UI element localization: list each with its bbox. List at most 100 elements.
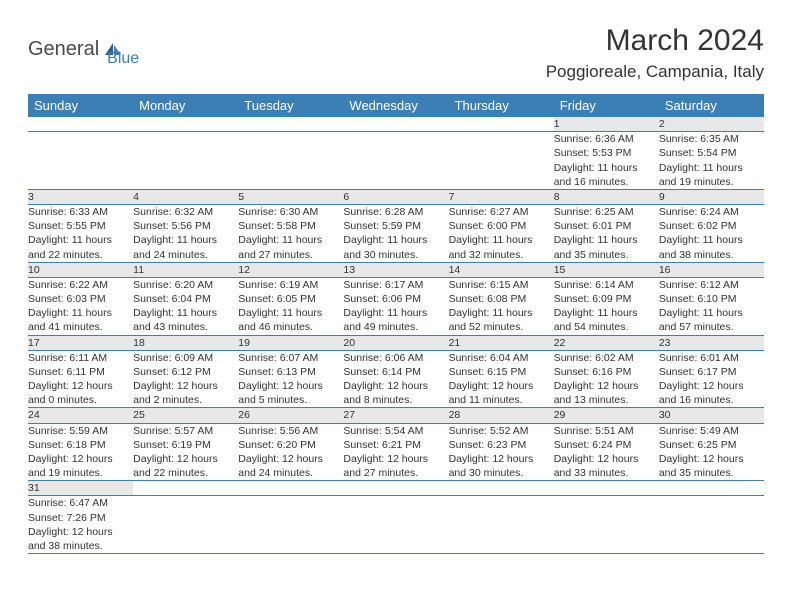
daylight-line2: and 27 minutes. xyxy=(343,466,448,480)
sunset: Sunset: 6:08 PM xyxy=(449,292,554,306)
daylight-line1: Daylight: 12 hours xyxy=(133,452,238,466)
sunrise: Sunrise: 5:54 AM xyxy=(343,424,448,438)
day-details: Sunrise: 6:25 AMSunset: 6:01 PMDaylight:… xyxy=(554,205,659,263)
day-details: Sunrise: 6:19 AMSunset: 6:05 PMDaylight:… xyxy=(238,277,343,335)
day-detail-row: Sunrise: 6:47 AMSunset: 7:26 PMDaylight:… xyxy=(28,496,764,554)
day-number: 21 xyxy=(449,335,554,350)
day-number: 6 xyxy=(343,189,448,204)
sunrise: Sunrise: 6:20 AM xyxy=(133,278,238,292)
daylight-line1: Daylight: 12 hours xyxy=(28,525,133,539)
daylight-line1: Daylight: 11 hours xyxy=(554,306,659,320)
day-details: Sunrise: 5:52 AMSunset: 6:23 PMDaylight:… xyxy=(449,423,554,481)
day-header: Wednesday xyxy=(343,94,448,117)
daylight-line1: Daylight: 11 hours xyxy=(238,233,343,247)
sunrise: Sunrise: 6:27 AM xyxy=(449,205,554,219)
daylight-line2: and 2 minutes. xyxy=(133,393,238,407)
sunset: Sunset: 6:00 PM xyxy=(449,219,554,233)
day-number: 19 xyxy=(238,335,343,350)
day-number: 16 xyxy=(659,262,764,277)
sunrise: Sunrise: 5:51 AM xyxy=(554,424,659,438)
day-number xyxy=(343,117,448,132)
day-details: Sunrise: 6:27 AMSunset: 6:00 PMDaylight:… xyxy=(449,205,554,263)
day-number: 14 xyxy=(449,262,554,277)
day-number: 29 xyxy=(554,408,659,423)
day-header: Saturday xyxy=(659,94,764,117)
sunrise: Sunrise: 6:47 AM xyxy=(28,496,133,510)
sunset: Sunset: 6:20 PM xyxy=(238,438,343,452)
day-detail-row: Sunrise: 6:11 AMSunset: 6:11 PMDaylight:… xyxy=(28,350,764,408)
day-header: Tuesday xyxy=(238,94,343,117)
day-details: Sunrise: 6:14 AMSunset: 6:09 PMDaylight:… xyxy=(554,277,659,335)
sunset: Sunset: 6:19 PM xyxy=(133,438,238,452)
day-number: 18 xyxy=(133,335,238,350)
daylight-line1: Daylight: 12 hours xyxy=(343,379,448,393)
daylight-line1: Daylight: 12 hours xyxy=(133,379,238,393)
sunrise: Sunrise: 6:11 AM xyxy=(28,351,133,365)
day-details: Sunrise: 6:12 AMSunset: 6:10 PMDaylight:… xyxy=(659,277,764,335)
day-details: Sunrise: 6:06 AMSunset: 6:14 PMDaylight:… xyxy=(343,350,448,408)
sunset: Sunset: 6:03 PM xyxy=(28,292,133,306)
logo: General Blue xyxy=(28,24,139,68)
sunrise: Sunrise: 6:02 AM xyxy=(554,351,659,365)
day-number: 12 xyxy=(238,262,343,277)
day-details: Sunrise: 6:07 AMSunset: 6:13 PMDaylight:… xyxy=(238,350,343,408)
daylight-line1: Daylight: 12 hours xyxy=(554,379,659,393)
daylight-line2: and 16 minutes. xyxy=(554,175,659,189)
day-number: 22 xyxy=(554,335,659,350)
daylight-line1: Daylight: 12 hours xyxy=(554,452,659,466)
day-number xyxy=(133,117,238,132)
day-details xyxy=(238,132,343,190)
daylight-line2: and 35 minutes. xyxy=(554,248,659,262)
day-number: 8 xyxy=(554,189,659,204)
day-details: Sunrise: 6:11 AMSunset: 6:11 PMDaylight:… xyxy=(28,350,133,408)
day-details: Sunrise: 5:56 AMSunset: 6:20 PMDaylight:… xyxy=(238,423,343,481)
sunrise: Sunrise: 6:36 AM xyxy=(554,132,659,146)
day-number: 5 xyxy=(238,189,343,204)
day-details xyxy=(133,496,238,554)
sunset: Sunset: 5:56 PM xyxy=(133,219,238,233)
day-details: Sunrise: 6:28 AMSunset: 5:59 PMDaylight:… xyxy=(343,205,448,263)
daylight-line1: Daylight: 12 hours xyxy=(659,452,764,466)
sunrise: Sunrise: 6:25 AM xyxy=(554,205,659,219)
sunset: Sunset: 5:58 PM xyxy=(238,219,343,233)
day-details: Sunrise: 6:01 AMSunset: 6:17 PMDaylight:… xyxy=(659,350,764,408)
day-details: Sunrise: 6:47 AMSunset: 7:26 PMDaylight:… xyxy=(28,496,133,554)
sunrise: Sunrise: 5:57 AM xyxy=(133,424,238,438)
day-number xyxy=(449,481,554,496)
calendar-table: Sunday Monday Tuesday Wednesday Thursday… xyxy=(28,94,764,554)
day-number: 9 xyxy=(659,189,764,204)
day-number-row: 24252627282930 xyxy=(28,408,764,423)
daylight-line1: Daylight: 11 hours xyxy=(449,306,554,320)
daylight-line2: and 13 minutes. xyxy=(554,393,659,407)
day-details xyxy=(659,496,764,554)
day-number: 30 xyxy=(659,408,764,423)
daylight-line1: Daylight: 12 hours xyxy=(28,452,133,466)
daylight-line1: Daylight: 11 hours xyxy=(554,161,659,175)
sunrise: Sunrise: 6:22 AM xyxy=(28,278,133,292)
day-details xyxy=(554,496,659,554)
day-details: Sunrise: 5:54 AMSunset: 6:21 PMDaylight:… xyxy=(343,423,448,481)
day-number xyxy=(133,481,238,496)
sunrise: Sunrise: 6:17 AM xyxy=(343,278,448,292)
sunrise: Sunrise: 6:15 AM xyxy=(449,278,554,292)
day-number xyxy=(28,117,133,132)
day-details xyxy=(449,496,554,554)
sunrise: Sunrise: 6:09 AM xyxy=(133,351,238,365)
sunrise: Sunrise: 6:12 AM xyxy=(659,278,764,292)
sunrise: Sunrise: 6:01 AM xyxy=(659,351,764,365)
sunset: Sunset: 5:59 PM xyxy=(343,219,448,233)
sunset: Sunset: 6:25 PM xyxy=(659,438,764,452)
day-details xyxy=(28,132,133,190)
sunset: Sunset: 6:17 PM xyxy=(659,365,764,379)
day-number-row: 12 xyxy=(28,117,764,132)
sunrise: Sunrise: 5:56 AM xyxy=(238,424,343,438)
daylight-line2: and 19 minutes. xyxy=(659,175,764,189)
daylight-line1: Daylight: 12 hours xyxy=(449,379,554,393)
daylight-line2: and 38 minutes. xyxy=(28,539,133,553)
day-details xyxy=(449,132,554,190)
sunrise: Sunrise: 6:24 AM xyxy=(659,205,764,219)
daylight-line1: Daylight: 12 hours xyxy=(238,452,343,466)
daylight-line2: and 32 minutes. xyxy=(449,248,554,262)
daylight-line2: and 19 minutes. xyxy=(28,466,133,480)
day-number: 26 xyxy=(238,408,343,423)
